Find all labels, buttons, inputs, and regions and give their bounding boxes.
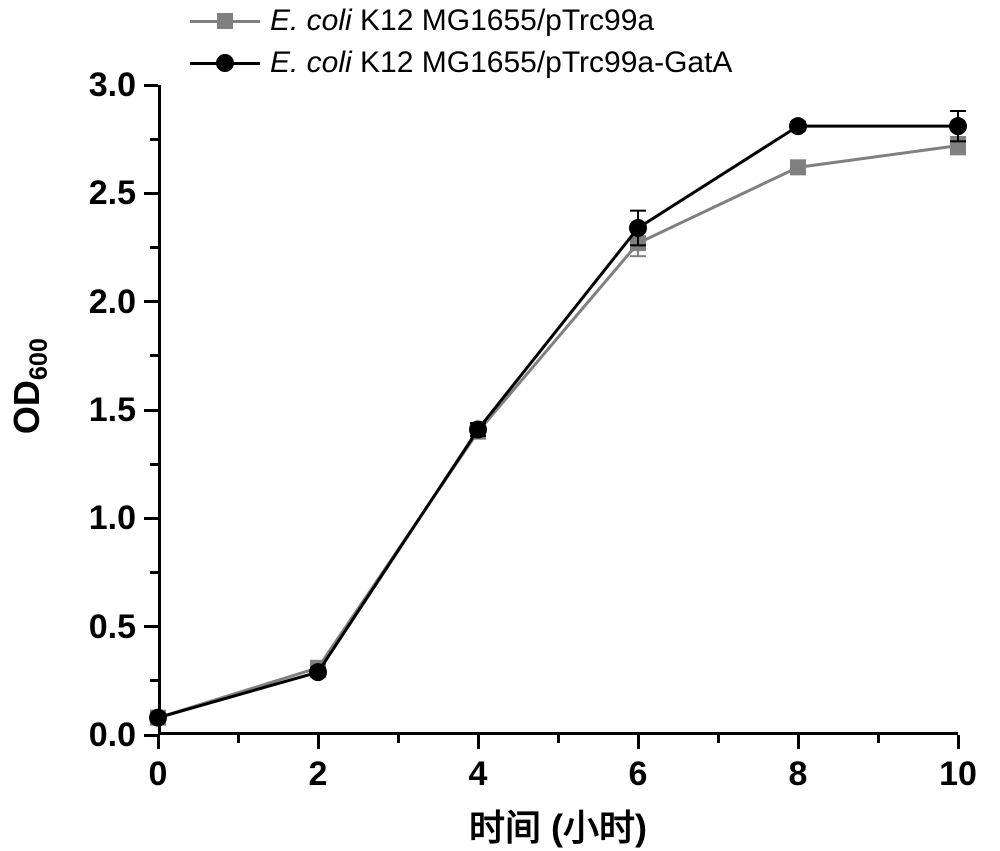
legend-label: E. coli K12 MG1655/pTrc99a xyxy=(270,4,654,38)
growth-curve-chart: E. coli K12 MG1655/pTrc99a E. coli K12 MG… xyxy=(0,0,1000,839)
y-axis-label: OD600 xyxy=(6,394,54,434)
plot-area xyxy=(158,85,958,735)
y-tick-label: 2.5 xyxy=(89,174,136,213)
y-tick-label: 1.5 xyxy=(89,391,136,430)
y-tick-label: 0.5 xyxy=(89,608,136,647)
x-tick-label: 10 xyxy=(928,755,988,794)
x-tick-label: 2 xyxy=(288,755,348,794)
legend-item: E. coli K12 MG1655/pTrc99a xyxy=(190,0,732,42)
legend-label: E. coli K12 MG1655/pTrc99a-GatA xyxy=(270,46,732,80)
x-tick-label: 8 xyxy=(768,755,828,794)
x-axis-label: 时间 (小时) xyxy=(158,799,958,851)
legend-item: E. coli K12 MG1655/pTrc99a-GatA xyxy=(190,42,732,84)
y-tick-label: 2.0 xyxy=(89,283,136,322)
x-tick-label: 4 xyxy=(448,755,508,794)
x-tick-label: 6 xyxy=(608,755,668,794)
y-tick-label: 3.0 xyxy=(89,66,136,105)
x-tick-label: 0 xyxy=(128,755,188,794)
y-tick-label: 0.0 xyxy=(89,716,136,755)
chart-legend: E. coli K12 MG1655/pTrc99a E. coli K12 MG… xyxy=(190,0,732,84)
y-tick-label: 1.0 xyxy=(89,499,136,538)
